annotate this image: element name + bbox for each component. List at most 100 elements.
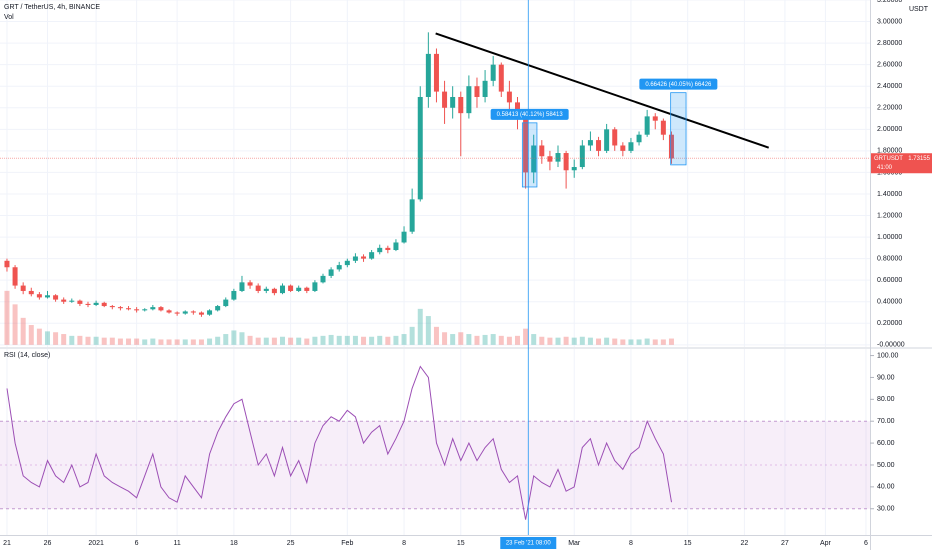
volume-bar [215, 336, 221, 345]
candle-body [555, 153, 561, 162]
candle-body [361, 256, 367, 259]
x-tick-label: 22 [740, 540, 748, 547]
candle-body [652, 116, 658, 121]
candle-body [296, 287, 302, 291]
candle-body [190, 311, 196, 313]
volume-bar [271, 337, 277, 345]
candle-body [474, 86, 480, 97]
candle-body [612, 129, 618, 146]
candle-body [158, 307, 164, 311]
volume-bar [417, 308, 423, 345]
y-tick-label: 2.20000 [877, 105, 902, 112]
volume-bar [150, 338, 156, 345]
volume-bar [579, 336, 585, 345]
x-tick-label: Mar [568, 540, 581, 547]
candle-body [336, 265, 342, 270]
rsi-tick-label: 80.00 [877, 396, 895, 403]
volume-bar [523, 328, 529, 345]
candle-body [134, 309, 140, 311]
x-tick-label: 8 [629, 540, 633, 547]
candle-body [393, 242, 399, 251]
candle-body [85, 303, 91, 305]
volume-bar [182, 339, 188, 345]
volume-bar [393, 335, 399, 345]
measure-label: 0.58413 (40.12%) 58413 [497, 112, 564, 118]
volume-bar [385, 336, 391, 345]
volume-bar [555, 337, 561, 345]
price-value: 1.73155 [908, 156, 930, 162]
volume-bar [377, 335, 383, 345]
candle-body [255, 285, 261, 291]
volume-bar [158, 339, 164, 345]
candle-body [77, 300, 83, 304]
candle-body [231, 290, 237, 300]
candle-body [4, 260, 10, 268]
volume-bar [328, 334, 334, 345]
candle-body [44, 295, 50, 298]
volume-bar [288, 337, 294, 345]
volume-bar [101, 337, 107, 345]
x-tick-label: 18 [230, 540, 238, 547]
candle-body [604, 129, 610, 151]
volume-bar [207, 338, 213, 345]
candle-body [12, 267, 18, 286]
price-label-bg [871, 153, 932, 174]
candle-body [271, 288, 277, 294]
volume-bar [620, 339, 626, 345]
volume-bar [474, 335, 480, 345]
candle-body [644, 116, 650, 135]
grid [0, 0, 870, 535]
volume-bar [247, 335, 253, 345]
volume-bar [190, 339, 196, 345]
x-tick-label: 27 [781, 540, 789, 547]
volume-bar [490, 334, 496, 345]
candle-body [117, 307, 123, 309]
rsi-title: RSI (14, close) [4, 352, 50, 359]
candle-body [498, 64, 504, 92]
volume-bar [668, 338, 674, 345]
volume-bar [279, 336, 285, 345]
volume-bar [466, 334, 472, 345]
volume-bar [596, 338, 602, 345]
candle-body [101, 302, 107, 307]
candle-body [320, 275, 326, 283]
candle-body [174, 312, 180, 314]
x-tick-label: 26 [44, 540, 52, 547]
axes: -0.00000 0.20000 0.40000 0.60000 0.80000 1.00… [3, 0, 932, 549]
candle-body [596, 140, 602, 151]
candle-body [579, 145, 585, 168]
volume-bar [166, 339, 172, 345]
x-tick-label: 6 [864, 540, 868, 547]
candle-body [166, 310, 172, 313]
volume-bar [336, 335, 342, 345]
volume-bar [117, 338, 123, 345]
candle-body [377, 247, 383, 253]
volume-bar [636, 339, 642, 345]
volume-bar [296, 337, 302, 345]
volume-bar [425, 316, 431, 345]
candle-body [547, 156, 553, 162]
candles [4, 32, 674, 520]
candle-body [207, 310, 213, 315]
candle-body [660, 120, 666, 135]
rsi-tick-label: 40.00 [877, 484, 895, 491]
candle-body [587, 140, 593, 146]
x-tick-label: 8 [402, 540, 406, 547]
y-tick-label: 3.20000 [877, 0, 902, 4]
volume-bar [547, 337, 553, 345]
y-tick-label: 0.80000 [877, 255, 902, 262]
candle-body [539, 145, 545, 157]
x-tick-label: Apr [820, 540, 832, 547]
candle-body [215, 306, 221, 311]
candle-body [433, 53, 439, 92]
volume-bar [344, 335, 350, 345]
volume-bar [312, 336, 318, 345]
candle-body [466, 86, 472, 114]
y-tick-label: 0.20000 [877, 320, 902, 327]
candle-body [239, 282, 245, 291]
volume-bar [612, 338, 618, 345]
volume-bar [4, 290, 10, 345]
chart-title: GRT / TetherUS, 4h, BINANCE [4, 4, 100, 11]
